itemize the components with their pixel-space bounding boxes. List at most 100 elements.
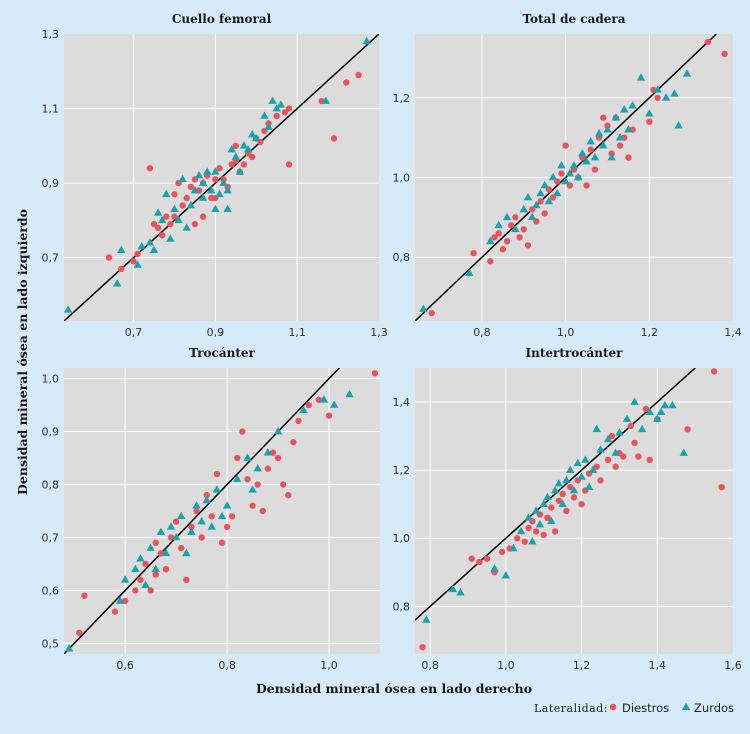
point-diestros	[325, 412, 333, 419]
point-zurdos	[198, 178, 208, 186]
point-diestros	[118, 265, 125, 273]
x-tick-label: 1,2	[641, 326, 659, 339]
point-zurdos	[592, 424, 601, 433]
point-zurdos	[645, 109, 654, 117]
point-zurdos	[263, 448, 273, 456]
point-zurdos	[137, 241, 146, 250]
point-zurdos	[178, 174, 187, 183]
point-zurdos	[219, 178, 228, 186]
point-diestros	[111, 608, 119, 615]
y-tick-label: 1,3	[42, 28, 60, 41]
point-zurdos	[186, 200, 196, 209]
point-zurdos	[197, 516, 206, 525]
point-zurdos	[345, 389, 354, 398]
point-diestros	[570, 494, 578, 501]
point-diestros	[608, 432, 616, 440]
point-zurdos	[645, 407, 654, 416]
point-zurdos	[596, 445, 605, 453]
point-zurdos	[419, 304, 428, 312]
point-diestros	[551, 528, 559, 535]
point-zurdos	[198, 193, 208, 201]
x-tick-label: 0,6	[116, 659, 134, 672]
point-diestros	[521, 538, 528, 545]
point-diestros	[541, 210, 548, 217]
point-zurdos	[603, 434, 613, 443]
point-diestros	[81, 592, 88, 599]
panel-trocanter: 0,6 0,8 1,0 0,5 0,6 0,7 0,8 0,9 1,0 Trocánter	[42, 346, 380, 672]
point-zurdos	[502, 212, 512, 221]
legend-diestros-marker	[609, 703, 617, 711]
y-tick-label: 1,2	[393, 464, 411, 477]
point-diestros	[646, 118, 653, 125]
point-zurdos	[531, 506, 541, 514]
identity-line	[415, 368, 697, 621]
point-diestros	[158, 232, 166, 239]
y-tick-label: 0,7	[42, 531, 60, 544]
point-zurdos	[661, 93, 671, 101]
point-diestros	[499, 246, 507, 253]
point-diestros	[516, 234, 523, 241]
point-zurdos	[194, 171, 204, 179]
point-zurdos	[519, 204, 528, 213]
panel-intertrocanter: 0,8 1,0 1,2 1,4 1,6 0,8 1,0 1,2 1,4 Intertrocánte…	[393, 346, 742, 672]
point-diestros	[154, 224, 162, 232]
y-tick-label: 1,2	[393, 92, 411, 105]
point-zurdos	[166, 234, 175, 242]
point-diestros	[290, 438, 297, 446]
point-diestros	[285, 161, 293, 168]
point-diestros	[223, 523, 231, 531]
point-diestros	[259, 507, 266, 515]
point-zurdos	[562, 475, 571, 484]
y-tick-label: 1,4	[393, 396, 411, 409]
point-zurdos	[553, 188, 562, 197]
y-tick-label: 0,9	[42, 426, 60, 439]
point-zurdos	[235, 167, 245, 175]
point-zurdos	[577, 472, 586, 480]
x-tick-label: 1,3	[370, 326, 388, 339]
point-zurdos	[682, 69, 692, 77]
point-zurdos	[321, 96, 331, 104]
point-diestros	[147, 587, 154, 594]
point-zurdos	[573, 172, 583, 181]
point-zurdos	[117, 245, 126, 253]
point-diestros	[171, 213, 178, 220]
point-diestros	[487, 258, 494, 265]
point-diestros	[583, 182, 590, 189]
point-zurdos	[668, 400, 677, 409]
point-zurdos	[624, 125, 633, 133]
point-diestros	[343, 79, 350, 86]
point-diestros	[544, 514, 551, 522]
point-diestros	[132, 587, 139, 594]
point-zurdos	[273, 426, 283, 435]
point-zurdos	[153, 208, 163, 216]
legend-title: Lateralidad:	[534, 702, 608, 715]
point-zurdos	[157, 215, 167, 224]
panel-title: Cuello femoral	[172, 12, 272, 26]
point-diestros	[281, 109, 289, 116]
point-zurdos	[660, 400, 670, 409]
point-zurdos	[151, 564, 160, 573]
point-zurdos	[586, 137, 595, 145]
point-diestros	[171, 191, 178, 198]
point-diestros	[514, 535, 521, 542]
point-zurdos	[628, 101, 637, 109]
point-zurdos	[115, 596, 125, 604]
point-zurdos	[569, 160, 579, 169]
x-tick-label: 1,0	[497, 659, 515, 672]
point-zurdos	[156, 527, 166, 535]
point-zurdos	[171, 532, 181, 541]
panel-total-cadera: 0,8 1,0 1,2 1,4 0,8 1,0 1,2 Total de cadera	[393, 12, 742, 339]
point-diestros	[273, 112, 280, 120]
point-diestros	[355, 71, 362, 79]
point-diestros	[508, 222, 515, 229]
point-zurdos	[133, 260, 142, 268]
point-diestros	[631, 439, 638, 447]
legend: Lateralidad: Diestros Zurdos	[534, 701, 734, 715]
point-diestros	[419, 643, 426, 651]
point-diestros	[593, 463, 600, 470]
point-diestros	[239, 428, 246, 435]
point-diestros	[137, 576, 144, 584]
point-zurdos	[192, 501, 201, 509]
point-zurdos	[187, 527, 196, 535]
y-tick-label: 1,0	[393, 172, 411, 185]
